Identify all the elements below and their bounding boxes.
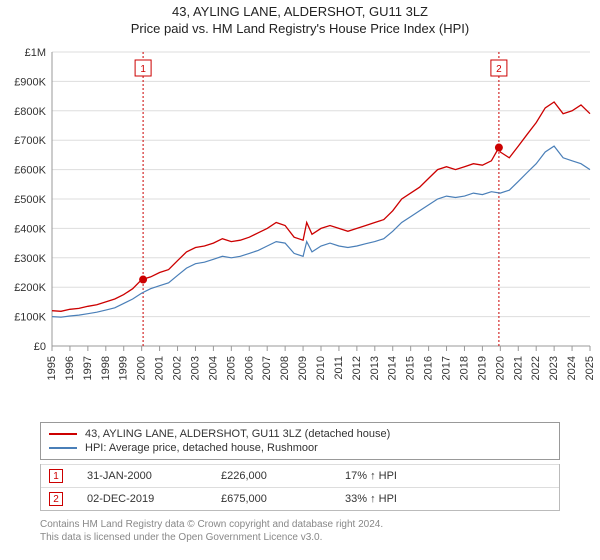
legend: 43, AYLING LANE, ALDERSHOT, GU11 3LZ (de… bbox=[40, 422, 560, 460]
svg-text:1996: 1996 bbox=[64, 356, 76, 380]
svg-text:2015: 2015 bbox=[405, 356, 417, 380]
svg-text:2020: 2020 bbox=[494, 356, 506, 380]
svg-text:2003: 2003 bbox=[189, 356, 201, 380]
svg-text:2013: 2013 bbox=[369, 356, 381, 380]
svg-text:2009: 2009 bbox=[297, 356, 309, 380]
svg-text:£700K: £700K bbox=[14, 135, 46, 147]
svg-text:£0: £0 bbox=[34, 341, 46, 353]
marker-row: 2 02-DEC-2019 £675,000 33% ↑ HPI bbox=[41, 487, 559, 510]
svg-text:£500K: £500K bbox=[14, 194, 46, 206]
chart-svg: £0 £100K £200K £300K £400K £500K £600K £700K £80… bbox=[0, 46, 600, 416]
svg-text:£200K: £200K bbox=[14, 282, 46, 294]
svg-text:2005: 2005 bbox=[225, 356, 237, 380]
svg-text:2004: 2004 bbox=[207, 356, 219, 380]
svg-text:1998: 1998 bbox=[100, 356, 112, 380]
titles: 43, AYLING LANE, ALDERSHOT, GU11 3LZ Pri… bbox=[0, 0, 600, 36]
svg-text:2014: 2014 bbox=[387, 356, 399, 380]
svg-text:1999: 1999 bbox=[118, 356, 130, 380]
svg-text:2022: 2022 bbox=[530, 356, 542, 380]
svg-text:1997: 1997 bbox=[82, 356, 94, 380]
title-main: 43, AYLING LANE, ALDERSHOT, GU11 3LZ bbox=[0, 4, 600, 19]
footer-line: Contains HM Land Registry data © Crown c… bbox=[40, 518, 560, 531]
svg-text:2019: 2019 bbox=[476, 356, 488, 380]
svg-text:2011: 2011 bbox=[333, 356, 345, 380]
marker-date: 02-DEC-2019 bbox=[87, 493, 197, 505]
svg-text:2018: 2018 bbox=[458, 356, 470, 380]
svg-text:£600K: £600K bbox=[14, 165, 46, 177]
svg-text:1: 1 bbox=[140, 64, 146, 75]
svg-text:£1M: £1M bbox=[25, 47, 46, 59]
svg-text:1995: 1995 bbox=[46, 356, 58, 380]
marker-price: £226,000 bbox=[221, 470, 321, 482]
marker-price: £675,000 bbox=[221, 493, 321, 505]
legend-swatch bbox=[49, 447, 77, 449]
svg-text:£800K: £800K bbox=[14, 106, 46, 118]
svg-text:2: 2 bbox=[496, 64, 502, 75]
marker-hpi: 33% ↑ HPI bbox=[345, 493, 465, 505]
legend-label: 43, AYLING LANE, ALDERSHOT, GU11 3LZ (de… bbox=[85, 428, 390, 440]
svg-text:2012: 2012 bbox=[351, 356, 363, 380]
svg-text:2000: 2000 bbox=[136, 356, 148, 380]
marker-badge: 1 bbox=[49, 469, 63, 483]
svg-text:2021: 2021 bbox=[512, 356, 524, 380]
svg-text:2007: 2007 bbox=[261, 356, 273, 380]
svg-text:2024: 2024 bbox=[566, 356, 578, 380]
svg-text:£900K: £900K bbox=[14, 76, 46, 88]
marker-table: 1 31-JAN-2000 £226,000 17% ↑ HPI 2 02-DE… bbox=[40, 464, 560, 511]
marker-hpi: 17% ↑ HPI bbox=[345, 470, 465, 482]
legend-item: HPI: Average price, detached house, Rush… bbox=[49, 441, 551, 455]
marker-row: 1 31-JAN-2000 £226,000 17% ↑ HPI bbox=[41, 464, 559, 487]
footer-line: This data is licensed under the Open Gov… bbox=[40, 531, 560, 544]
marker-badge: 2 bbox=[49, 492, 63, 506]
svg-text:2016: 2016 bbox=[423, 356, 435, 380]
title-sub: Price paid vs. HM Land Registry's House … bbox=[0, 21, 600, 36]
footer: Contains HM Land Registry data © Crown c… bbox=[40, 518, 560, 544]
svg-text:2006: 2006 bbox=[243, 356, 255, 380]
svg-text:2017: 2017 bbox=[441, 356, 453, 380]
svg-text:2025: 2025 bbox=[584, 356, 596, 380]
legend-swatch bbox=[49, 433, 77, 435]
svg-text:2008: 2008 bbox=[279, 356, 291, 380]
svg-text:2010: 2010 bbox=[315, 356, 327, 380]
chart: £0 £100K £200K £300K £400K £500K £600K £700K £80… bbox=[0, 46, 600, 416]
svg-text:£400K: £400K bbox=[14, 223, 46, 235]
svg-text:£100K: £100K bbox=[14, 312, 46, 324]
svg-text:£300K: £300K bbox=[14, 253, 46, 265]
legend-item: 43, AYLING LANE, ALDERSHOT, GU11 3LZ (de… bbox=[49, 427, 551, 441]
marker-date: 31-JAN-2000 bbox=[87, 470, 197, 482]
svg-text:2001: 2001 bbox=[154, 356, 166, 380]
svg-text:2002: 2002 bbox=[172, 356, 184, 380]
chart-container: 43, AYLING LANE, ALDERSHOT, GU11 3LZ Pri… bbox=[0, 0, 600, 560]
svg-text:2023: 2023 bbox=[548, 356, 560, 380]
legend-label: HPI: Average price, detached house, Rush… bbox=[85, 442, 318, 454]
